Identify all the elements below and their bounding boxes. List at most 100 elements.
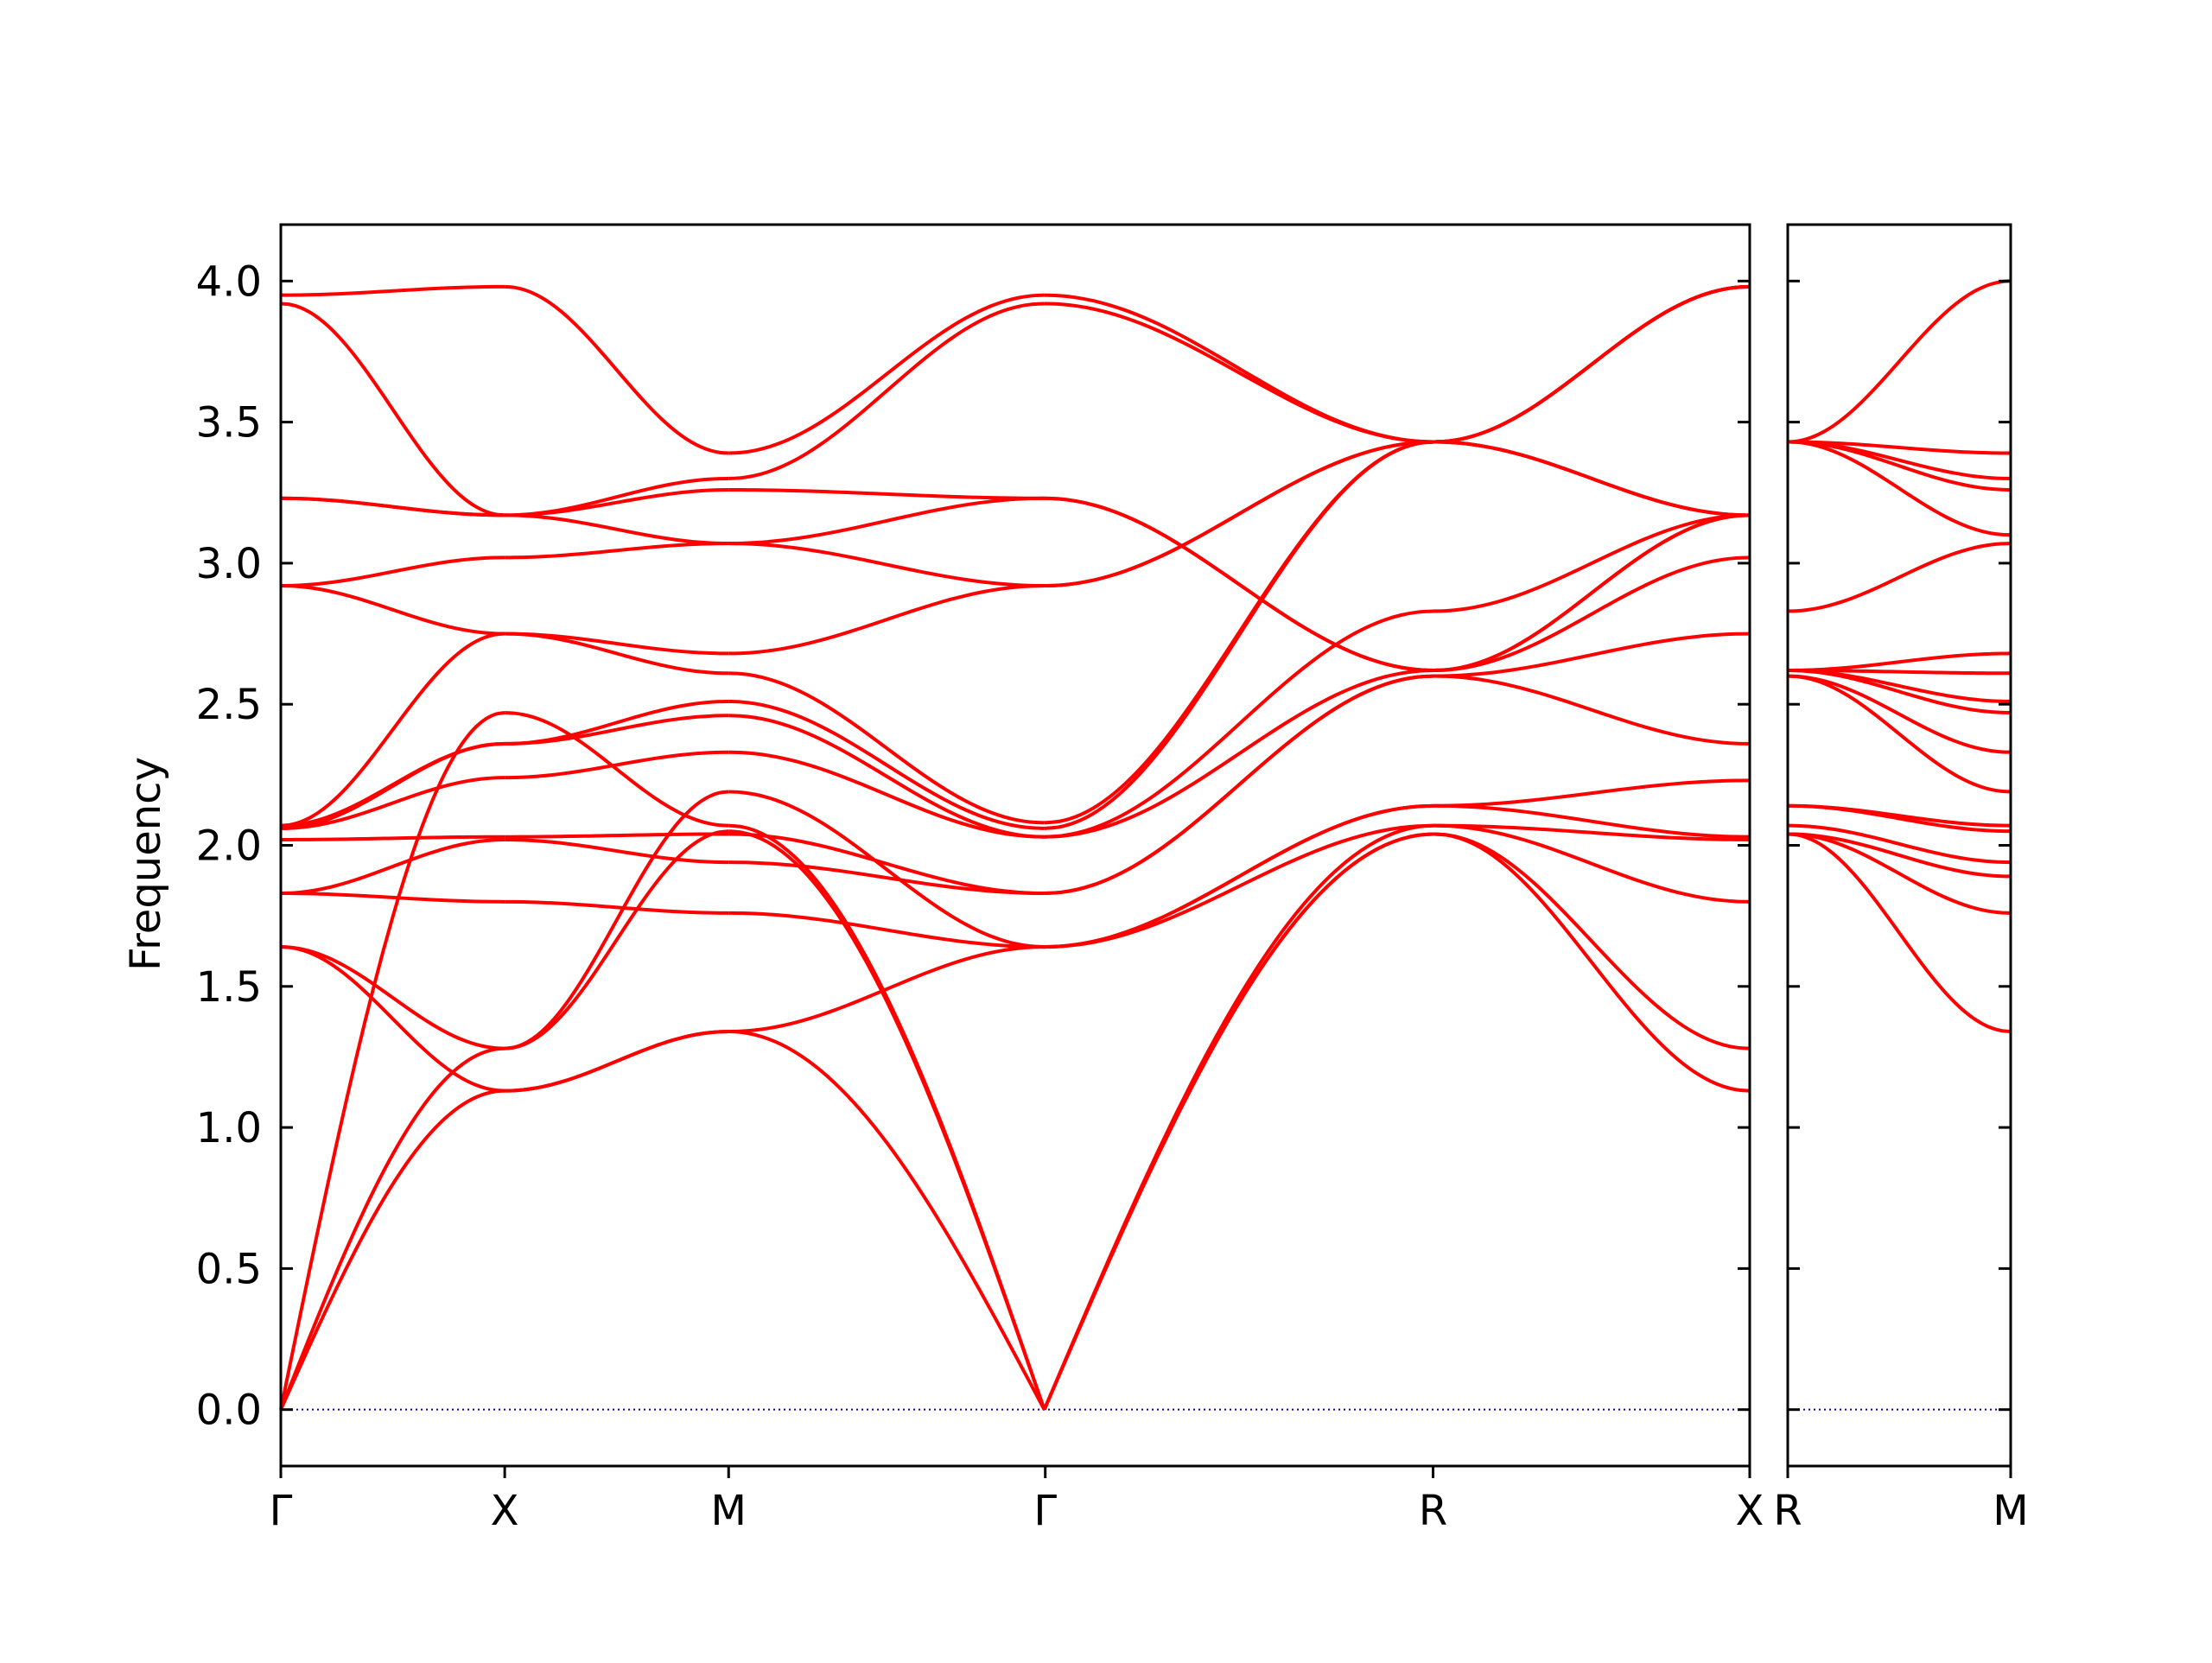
- band-line-3: [1787, 832, 2012, 879]
- band-line-17: [1787, 440, 2012, 455]
- band-line-4: [280, 945, 505, 1093]
- band-line-14: [505, 542, 729, 560]
- band-line-6: [280, 892, 505, 904]
- band-line-12: [280, 632, 505, 828]
- band-line-8: [728, 832, 1045, 896]
- band-lines-layer: [279, 279, 2012, 1411]
- band-line-4: [1044, 823, 1434, 949]
- band-line-7: [728, 860, 1045, 896]
- band-line-18: [1433, 284, 1750, 444]
- band-line-8: [505, 832, 729, 839]
- y-tick-label: 1.5: [196, 963, 262, 1012]
- y-tick-label: 0.5: [196, 1245, 262, 1293]
- band-line-13: [728, 584, 1045, 656]
- band-line-14: [1787, 440, 2012, 537]
- band-line-11: [505, 699, 729, 746]
- y-tick-label: 2.0: [196, 822, 262, 871]
- band-line-9: [1044, 669, 1434, 839]
- band-line-16: [1044, 496, 1434, 673]
- band-line-16: [280, 496, 505, 517]
- band-line-14: [1044, 440, 1434, 588]
- band-line-6: [1044, 803, 1434, 949]
- x-tick-label: X: [491, 1487, 519, 1535]
- band-line-1: [728, 1030, 1046, 1411]
- band-line-10: [1044, 609, 1434, 839]
- band-line-18: [504, 284, 729, 455]
- y-tick-label: 0.0: [196, 1387, 262, 1435]
- band-line-6: [1433, 778, 1750, 808]
- band-line-3: [505, 711, 729, 828]
- band-line-12: [1787, 651, 2012, 673]
- band-line-6: [728, 911, 1045, 949]
- band-line-8: [1433, 632, 1750, 678]
- band-line-18: [728, 293, 1045, 455]
- band-line-18: [1787, 279, 2012, 444]
- band-line-5: [280, 945, 505, 1050]
- band-line-16: [728, 488, 1045, 500]
- band-line-9: [280, 776, 505, 830]
- band-line-12: [728, 671, 1045, 825]
- axes-layer: 0.00.51.01.52.02.53.03.54.0Γ X M Γ R X R M: [196, 223, 2029, 1535]
- band-line-7: [280, 837, 505, 896]
- band-line-2: [1433, 832, 1751, 1050]
- band-line-2: [504, 829, 729, 1050]
- band-line-4: [1787, 823, 2012, 865]
- band-line-1: [279, 1089, 505, 1411]
- band-line-18: [1044, 293, 1434, 444]
- band-line-5: [1433, 803, 1750, 839]
- band-line-7: [1787, 674, 2012, 794]
- y-tick-label: 1.0: [196, 1104, 262, 1152]
- band-line-10: [1787, 669, 2012, 703]
- band-line-2: [1042, 832, 1434, 1411]
- x-tick-label: M: [1993, 1487, 2028, 1535]
- band-line-9: [1433, 555, 1750, 673]
- x-tick-label: R: [1773, 1487, 1802, 1535]
- band-line-5: [504, 790, 729, 1050]
- band-line-9: [728, 750, 1045, 839]
- x-tick-label: Γ: [270, 1487, 293, 1535]
- band-line-3: [728, 823, 1046, 1411]
- band-line-2: [279, 1046, 505, 1411]
- band-line-13: [280, 584, 505, 636]
- band-line-8: [1044, 674, 1434, 896]
- band-line-13: [1787, 542, 2012, 613]
- band-line-4: [505, 1030, 729, 1093]
- band-line-12: [1044, 440, 1434, 825]
- band-line-18: [280, 284, 505, 297]
- band-line-7: [505, 837, 729, 865]
- band-line-17: [505, 476, 729, 517]
- band-line-16: [1433, 513, 1750, 673]
- band-line-7: [1433, 674, 1750, 746]
- band-line-17: [280, 301, 505, 517]
- band-line-16: [505, 488, 729, 517]
- band-line-11: [280, 741, 505, 828]
- band-line-1: [1787, 832, 2012, 1034]
- x-tick-label: X: [1736, 1487, 1764, 1535]
- band-line-3: [279, 711, 505, 1411]
- band-line-17: [728, 301, 1045, 480]
- y-tick-label: 2.5: [196, 681, 262, 729]
- band-line-2: [1787, 832, 2012, 915]
- y-tick-label: 3.0: [196, 540, 262, 588]
- band-line-17: [1044, 301, 1434, 444]
- x-tick-label: R: [1419, 1487, 1447, 1535]
- x-tick-label: M: [711, 1487, 747, 1535]
- band-line-5: [728, 790, 1045, 949]
- band-line-8: [280, 835, 505, 841]
- band-line-4: [1433, 823, 1750, 841]
- band-line-4: [728, 945, 1045, 1034]
- x-tick-label: Γ: [1033, 1487, 1057, 1535]
- band-line-3: [1433, 823, 1750, 904]
- band-line-15: [505, 513, 729, 546]
- band-line-14: [280, 555, 505, 588]
- band-line-10: [1433, 513, 1750, 613]
- band-line-9: [505, 750, 729, 780]
- band-line-17: [1433, 440, 1750, 517]
- band-line-8: [1787, 674, 2012, 754]
- band-line-1: [1433, 832, 1751, 1093]
- band-line-15: [728, 496, 1045, 546]
- band-line-3: [1042, 823, 1434, 1411]
- band-line-9: [1787, 669, 2012, 714]
